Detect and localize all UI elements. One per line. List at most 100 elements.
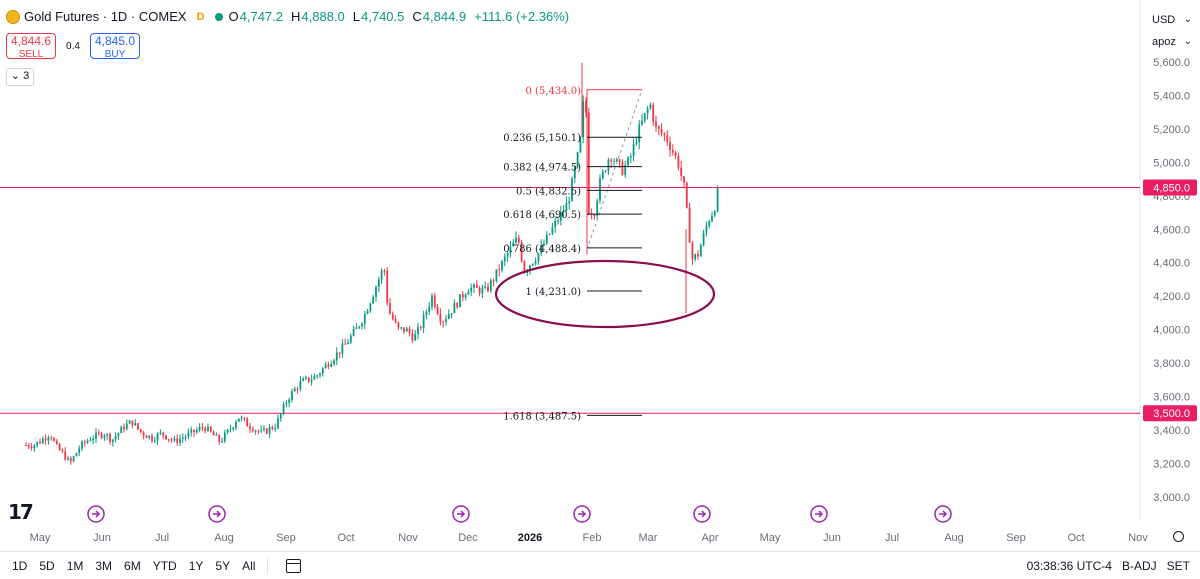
session-toggle[interactable]: SET [1166,558,1190,573]
timeframe-5d[interactable]: 5D [39,558,55,573]
symbol-legend: Gold Futures · 1D · COMEX D O 4,747.2 H … [6,9,577,24]
symbol-title[interactable]: Gold Futures · 1D · COMEX [24,9,187,24]
candle-body [190,429,193,433]
candle-body [607,159,610,171]
tradingview-logo-icon[interactable]: 17 [8,500,34,524]
time-axis[interactable]: May Jun Jul Aug Sep Oct Nov Dec 2026 Feb Mar Apr May… [30,532,1149,544]
candle-body [663,133,666,136]
candle-body [697,254,699,257]
candle-body [78,448,81,454]
candle-body [436,306,439,314]
time-tick-label: Jun [823,532,841,544]
candle-body [218,434,221,442]
candle-body [585,101,587,113]
timeframe-1m[interactable]: 1M [66,558,84,573]
clock[interactable]: 03:38:36 UTC-4 [1026,558,1112,573]
time-tick-label: Jul [885,532,899,544]
timeframe-6m[interactable]: 6M [124,558,141,573]
adjustment-toggle[interactable]: B-ADJ [1121,558,1157,573]
candle-body [33,445,36,449]
candle-body [629,156,632,158]
candle-body [375,286,377,297]
calendar-icon[interactable] [286,558,302,573]
gear-icon[interactable] [1173,531,1184,542]
candle-body [307,377,310,382]
candle-body [403,327,405,332]
candle-body [596,200,599,216]
timeframe-1d[interactable]: 1D [12,558,28,573]
candle-body [268,427,271,434]
candle-body [83,441,86,443]
candle-body [330,363,333,367]
candle-body [660,129,663,134]
highlight-ellipse[interactable] [494,259,716,329]
candle-body [352,329,355,336]
arrow-right-icon [213,510,222,518]
candle-body [316,375,319,377]
scale-select[interactable]: apoz ⌄ [1148,32,1194,52]
candle-body [582,101,585,138]
candle-body [156,433,159,441]
timeframe-5y[interactable]: 5Y [215,558,231,573]
candle-body [232,427,235,430]
candle-body [565,203,568,211]
price-tick-label: 5,000.0 [1153,157,1190,169]
candle-body [310,379,313,382]
fib-retracement[interactable]: 0 (5,434.0) 0.236 (5,150.1) 0.382 (4,974.5… [503,86,643,423]
candle-body [506,253,509,257]
price-tick-label: 3,200.0 [1153,458,1190,470]
time-tick-label: Nov [398,532,418,544]
timeframe-1y[interactable]: 1Y [188,558,204,573]
event-markers[interactable] [87,505,952,523]
candle-body [97,432,100,434]
candle-body [302,378,305,381]
arrow-right-icon [457,510,466,518]
candle-body [271,427,274,429]
candle-body [657,126,660,130]
candle-body [67,457,69,460]
time-tick-label: Aug [944,532,964,544]
chevron-down-icon: ⌄ [10,70,21,82]
candle-body [204,427,207,432]
fib-level-label: 0.236 (5,150.1) [503,133,581,144]
candle-body [489,280,492,291]
buy-button[interactable]: 4,845.0 BUY [90,33,140,60]
currency-select[interactable]: USD ⌄ [1148,10,1194,30]
candle-body [554,220,557,228]
candle-body [562,210,565,212]
time-tick-label: Oct [1067,532,1084,544]
candle-body [61,450,64,452]
price-tick-label: 3,800.0 [1153,358,1190,370]
candle-body [184,436,187,438]
spread-value: 0.4 [66,40,80,52]
candle-body [142,432,145,436]
price-chart[interactable]: 0 (5,434.0) 0.236 (5,150.1) 0.382 (4,974.5… [0,0,1200,550]
candle-body [145,435,148,438]
candle-body [215,434,218,436]
candle-body [621,162,624,175]
price-axis[interactable]: 5,600.05,400.05,200.05,000.04,800.04,600… [1143,57,1197,504]
horizontal-lines[interactable] [0,186,1140,414]
indicators-toggle[interactable]: ⌄ 3 [6,68,34,86]
market-status-icon[interactable] [214,12,223,21]
candle-body [159,432,162,434]
candle-body [229,429,232,431]
timeframe-3m[interactable]: 3M [95,558,113,573]
timeframe-all[interactable]: All [242,558,256,573]
candle-body [487,286,489,291]
candle-body [632,144,635,157]
candle-body [313,376,316,380]
source-badge: D [196,10,205,23]
candle-body [285,403,288,405]
candle-body [447,314,450,319]
candle-body [635,142,638,145]
candle-body [53,438,55,441]
candle-body [327,364,330,367]
candle-body [386,270,389,304]
candle-body [501,261,503,271]
close-label: C [412,9,422,24]
candle-body [711,215,713,222]
timeframe-ytd[interactable]: YTD [152,558,177,573]
sell-button[interactable]: 4,844.6 SELL [6,33,56,60]
gold-coin-icon [6,9,20,24]
